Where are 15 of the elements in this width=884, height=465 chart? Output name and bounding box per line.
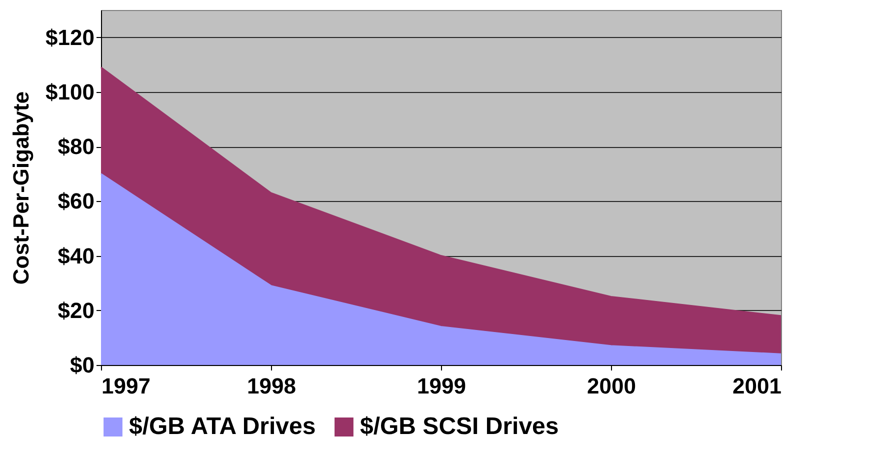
y-tick-label: $60 (58, 188, 94, 214)
x-tick-label: 2000 (587, 374, 636, 398)
y-tick-label: $80 (58, 134, 94, 160)
y-tick-label: $120 (46, 24, 94, 50)
y-tick-label: $100 (46, 79, 94, 104)
legend-label: $/GB ATA Drives (129, 413, 316, 440)
y-axis-title: Cost-Per-Gigabyte (8, 91, 34, 285)
x-tick-label: 1999 (417, 374, 466, 398)
y-tick-label: $20 (58, 298, 94, 323)
y-tick-label: $0 (70, 352, 94, 378)
x-tick-label: 2001 (732, 374, 782, 398)
x-tick-label: 1997 (102, 374, 150, 398)
x-tick-label: 1998 (247, 374, 296, 398)
y-tick-label: $40 (58, 243, 94, 268)
legend-label: $/GB SCSI Drives (360, 413, 559, 440)
